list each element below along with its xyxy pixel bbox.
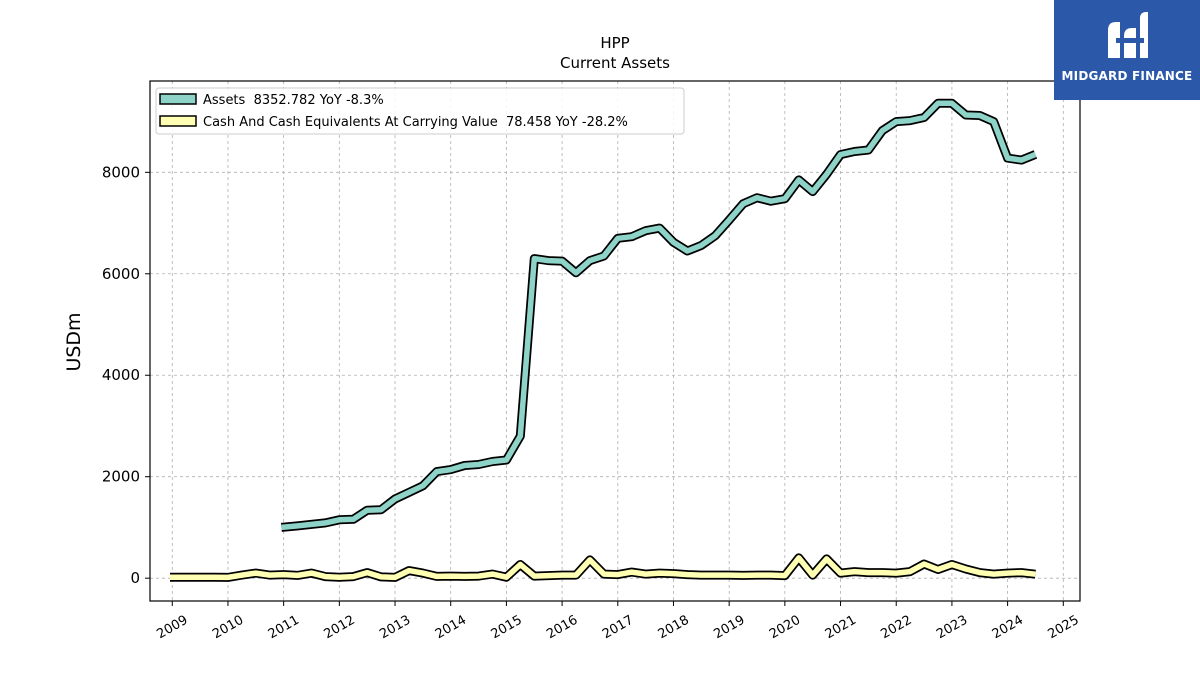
- x-tick-label: 2012: [322, 613, 358, 643]
- x-tick-label: 2018: [656, 613, 692, 643]
- legend-label-assets: Assets 8352.782 YoY -8.3%: [203, 93, 384, 108]
- brand-logo: MIDGARD FINANCE: [1054, 0, 1200, 100]
- x-tick-label: 2014: [433, 613, 469, 643]
- legend-swatch-assets: [159, 93, 197, 105]
- x-tick-label: 2022: [878, 613, 914, 643]
- series-layer: [170, 98, 1038, 582]
- x-tick-label: 2011: [266, 613, 302, 643]
- y-tick-label: 4000: [102, 366, 140, 384]
- y-tick-label: 0: [130, 569, 140, 587]
- gridlines: [150, 81, 1080, 601]
- brand-logo-icon: [1108, 12, 1148, 58]
- x-tick-label: 2013: [377, 613, 413, 643]
- x-tick-label: 2025: [1045, 613, 1081, 643]
- plot-frame: [149, 80, 1081, 602]
- x-tick-label: 2009: [154, 613, 190, 643]
- legend-swatch-cash: [159, 115, 197, 127]
- y-tick-label: 8000: [102, 163, 140, 181]
- series-line-1: [170, 555, 1036, 581]
- x-tick-label: 2015: [489, 613, 525, 643]
- legend: Assets 8352.782 YoY -8.3% Cash And Cash …: [155, 87, 685, 135]
- legend-label-cash: Cash And Cash Equivalents At Carrying Va…: [203, 115, 628, 130]
- x-tick-label: 2010: [210, 613, 246, 643]
- y-tick-label: 2000: [102, 468, 140, 486]
- y-tick-label: 6000: [102, 265, 140, 283]
- x-tick-label: 2020: [767, 613, 803, 643]
- brand-name: MIDGARD FINANCE: [1061, 69, 1193, 83]
- series-line-0: [281, 100, 1037, 531]
- x-tick-label: 2016: [544, 613, 580, 643]
- chart-subtitle: Current Assets: [560, 54, 670, 72]
- x-tick-label: 2023: [934, 613, 970, 643]
- chart-title: HPP: [600, 34, 629, 52]
- series-outline-0: [280, 98, 1038, 532]
- x-tick-label: 2019: [711, 613, 747, 643]
- legend-box: [155, 87, 685, 135]
- y-axis-label: USDm: [63, 312, 85, 371]
- x-tick-label: 2017: [600, 613, 636, 643]
- x-tick-label: 2024: [990, 613, 1026, 643]
- x-tick-label: 2021: [823, 613, 859, 643]
